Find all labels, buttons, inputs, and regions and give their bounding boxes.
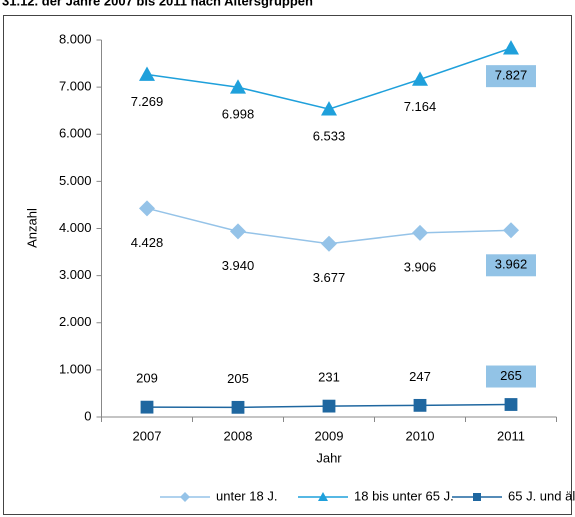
data-label: 3.906 — [404, 259, 437, 274]
data-point — [321, 235, 337, 252]
y-axis-title: Anzahl — [24, 208, 39, 248]
data-label: 7.827 — [495, 68, 528, 83]
y-tick-label: 1.000 — [59, 361, 92, 376]
data-label: 3.940 — [222, 258, 255, 273]
legend-marker — [473, 493, 481, 501]
data-label: 6.998 — [222, 107, 255, 122]
label-highlight — [486, 365, 536, 388]
x-tick-label: 2011 — [497, 428, 525, 443]
chart-title: 31.12. der Jahre 2007 bis 2011 nach Alte… — [2, 0, 313, 8]
data-point — [139, 66, 155, 81]
legend-label: unter 18 J. — [216, 488, 277, 503]
data-label: 231 — [318, 370, 340, 385]
data-label: 205 — [227, 371, 249, 386]
data-label: 7.269 — [131, 94, 164, 109]
x-tick-label: 2008 — [224, 428, 253, 443]
x-tick-label: 2007 — [133, 428, 162, 443]
data-point — [413, 398, 427, 412]
data-label: 209 — [136, 371, 158, 386]
y-tick-label: 0 — [84, 408, 91, 423]
data-point — [503, 40, 519, 55]
data-label: 4.428 — [131, 235, 164, 250]
data-point — [412, 224, 428, 241]
data-label: 7.164 — [404, 99, 437, 114]
data-point — [412, 71, 428, 86]
data-point — [321, 101, 337, 116]
legend-label: 18 bis unter 65 J. — [354, 488, 454, 503]
legend-label: 65 J. und älter — [508, 488, 575, 503]
data-point — [503, 222, 519, 239]
data-point — [230, 79, 246, 94]
data-point — [140, 400, 154, 414]
x-tick-label: 2010 — [406, 428, 435, 443]
y-tick-label: 8.000 — [59, 31, 92, 46]
data-point — [322, 399, 336, 413]
x-tick-label: 2009 — [315, 428, 344, 443]
legend-marker — [318, 492, 328, 501]
data-label: 3.962 — [495, 257, 528, 272]
data-point — [504, 398, 518, 411]
y-tick-label: 7.000 — [59, 79, 92, 94]
x-axis-title: Jahr — [316, 450, 342, 465]
data-point — [139, 200, 155, 217]
data-label: 6.533 — [313, 129, 346, 144]
label-highlight — [486, 254, 536, 277]
data-label: 247 — [409, 369, 431, 384]
data-label: 3.677 — [313, 270, 346, 285]
y-tick-label: 4.000 — [59, 220, 92, 235]
legend-marker — [180, 492, 190, 502]
label-highlight — [486, 65, 536, 88]
data-point — [230, 223, 246, 240]
y-tick-label: 5.000 — [59, 173, 92, 188]
data-label: 265 — [500, 368, 522, 383]
y-tick-label: 6.000 — [59, 126, 92, 141]
y-tick-label: 3.000 — [59, 267, 92, 282]
data-point — [231, 400, 245, 414]
y-tick-label: 2.000 — [59, 314, 92, 329]
